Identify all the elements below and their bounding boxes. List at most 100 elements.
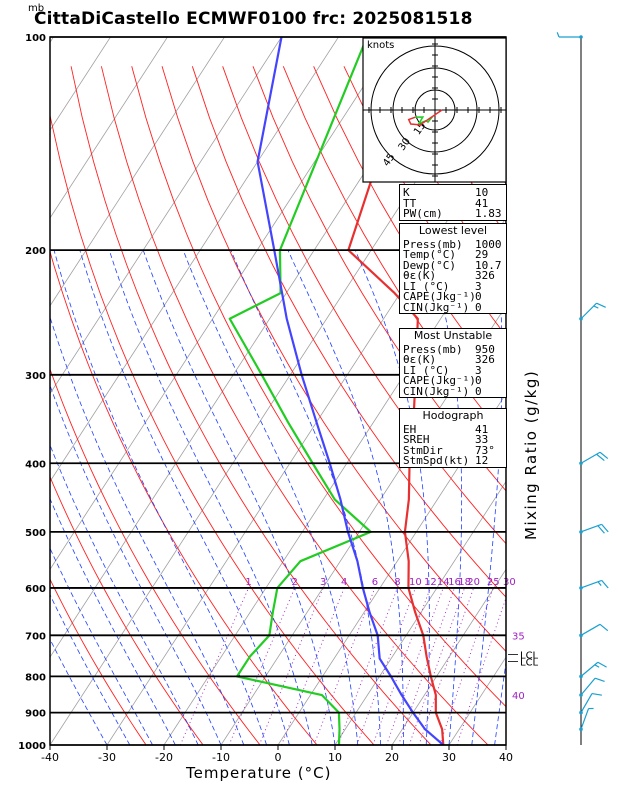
wind-barb-shaft: [580, 623, 601, 636]
lcl-label: LCL: [520, 657, 539, 668]
moist-adiabat-line: [182, 249, 359, 745]
wind-barb-flag: [556, 32, 560, 38]
moist-adiabat-line: [471, 250, 503, 745]
y-tick-label: 900: [25, 709, 46, 720]
moist-adiabat-line: [230, 249, 381, 745]
y-tick-label: 100: [25, 33, 46, 44]
wind-barb-dot: [579, 710, 583, 715]
wind-barb-flag: [594, 664, 600, 668]
pressure-unit-label: mb: [28, 3, 45, 14]
theta-label: 35: [512, 631, 525, 642]
wind-barb-flag: [601, 580, 609, 589]
dry-adiabat-line: [556, 66, 618, 760]
mixing-ratio-axis-label: Mixing Ratio (g/kg): [522, 369, 540, 540]
dry-adiabat-line: [222, 66, 506, 545]
mixing-ratio-line: [439, 587, 494, 745]
y-tick-label: 400: [25, 459, 46, 470]
wind-barb-dot: [579, 586, 583, 590]
wind-barb-flag: [597, 661, 607, 668]
index-value: 1.83: [475, 207, 502, 220]
moist-adiabat-line: [354, 249, 430, 745]
x-tick-label: 40: [499, 751, 513, 764]
index-key: CIN(Jkg⁻¹): [403, 384, 470, 398]
wind-barb-shaft: [580, 451, 601, 464]
index-row: StmDir 73°: [400, 445, 506, 457]
index-key: Temp(°C): [403, 248, 456, 261]
wind-barb-shaft: [580, 302, 597, 320]
wind-barb-dot: [579, 674, 583, 679]
wind-barb-shaft: [580, 523, 602, 533]
index-value: 10: [475, 186, 489, 199]
index-key: Press(mb): [403, 342, 463, 356]
index-row: θε(K) 326: [400, 269, 506, 282]
y-tick-label: 700: [25, 631, 46, 642]
index-key: CAPE(Jkg⁻¹): [403, 290, 476, 303]
hodograph-unit: knots: [367, 40, 394, 51]
wind-barb-flag: [596, 453, 605, 462]
mixing-ratio-line: [356, 587, 416, 745]
index-row: CIN(Jkg⁻¹) 0: [400, 384, 506, 398]
mixing-ratio-line: [408, 587, 465, 745]
dry-adiabat-line: [191, 66, 506, 598]
isotherm-line: [553, 21, 618, 760]
wind-barb-dot: [579, 316, 583, 321]
moist-adiabat-line: [50, 547, 153, 745]
wind-barb-flag: [596, 302, 606, 308]
mixing-ratio-label: 12: [424, 577, 437, 588]
dry-adiabat-line: [50, 112, 375, 745]
x-tick-label: -20: [155, 751, 173, 764]
x-tick-label: -30: [98, 751, 116, 764]
index-row: Press(mb) 1000: [400, 237, 506, 251]
index-key: Dewp(°C): [403, 258, 456, 272]
index-row: LI (°C) 3: [400, 365, 506, 377]
index-value: 3: [475, 279, 482, 293]
index-value: 0: [475, 290, 482, 303]
index-row: Dewp(°C) 10.7: [400, 258, 506, 272]
isotherm-line: [50, 37, 111, 131]
wind-barb-dot: [579, 693, 583, 697]
mixing-ratio-label: 16: [448, 577, 461, 588]
index-row: PW(cm) 1.83: [400, 207, 506, 220]
sounding-series-1: [228, 37, 372, 745]
moist-adiabat-line: [427, 250, 463, 745]
isotherm-line: [277, 392, 506, 745]
y-tick-label: 600: [25, 584, 46, 595]
index-row: Press(mb) 950: [400, 342, 506, 356]
index-key: PW(cm): [403, 207, 443, 220]
index-row: LI (°C) 3: [400, 279, 506, 293]
mixing-ratio-label: 8: [394, 577, 400, 588]
mixing-ratio-label: 14: [437, 577, 450, 588]
mixing-ratio-label: 2: [292, 577, 298, 588]
index-key: StmSpd(kt): [403, 454, 470, 467]
x-tick-label: 10: [328, 751, 342, 764]
mixing-ratio-label: 1: [245, 577, 251, 588]
dry-adiabat-line: [252, 66, 506, 492]
wind-barb-dot: [579, 727, 583, 732]
index-value: 29: [475, 248, 489, 261]
x-tick-label: 20: [385, 751, 399, 764]
index-key: K: [403, 186, 410, 199]
mixing-ratio-line: [456, 596, 506, 745]
index-value: 950: [475, 342, 495, 356]
moist-adiabat-line: [142, 249, 336, 745]
y-tick-label: 800: [25, 672, 46, 683]
dry-adiabat-line: [50, 475, 204, 745]
wind-barb-flag: [599, 623, 609, 632]
isotherm-line: [505, 744, 506, 745]
wind-barb-shaft: [580, 708, 590, 730]
index-value: 326: [475, 269, 495, 282]
index-key: Press(mb): [403, 237, 463, 251]
wind-barb-shaft: [580, 579, 602, 589]
mixing-ratio-line: [337, 587, 398, 745]
wind-barb-flag: [601, 523, 609, 533]
mixing-ratio-line: [258, 587, 324, 745]
index-row: CAPE(Jkg⁻¹) 0: [400, 290, 506, 303]
x-tick-label: -40: [41, 751, 59, 764]
index-row: SREH 33: [400, 434, 506, 446]
index-row: Temp(°C) 29: [400, 248, 506, 261]
chart-title: CittaDiCastello ECMWF0100 frc: 202508151…: [34, 9, 473, 29]
y-tick-label: 300: [25, 371, 46, 382]
x-tick-label: 30: [442, 751, 456, 764]
hodograph-params-title: Hodograph: [422, 409, 484, 422]
mixing-ratio-label: 25: [487, 577, 500, 588]
